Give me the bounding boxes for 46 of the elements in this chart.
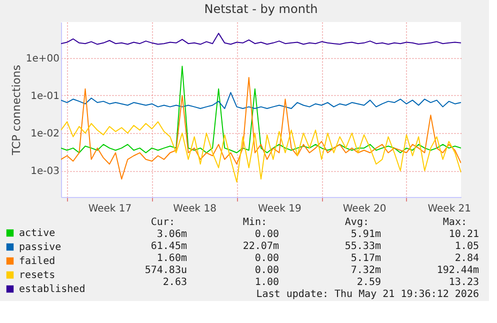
text: Last update: Thu May 21 19:36:12 2026 [256, 289, 479, 300]
line-series [61, 92, 461, 110]
text: 13.23 [448, 277, 479, 288]
text: 1.05 [454, 241, 479, 252]
line-series [61, 77, 461, 180]
text: 1.00 [254, 277, 279, 288]
text: 1.60m [156, 253, 187, 264]
text: 2.84 [454, 253, 479, 264]
line-series [61, 32, 461, 45]
text: 192.44m [436, 265, 479, 276]
legend-label: resets [19, 270, 56, 281]
x-tick-label: Week 20 [342, 204, 386, 214]
legend-label: active [19, 228, 56, 239]
y-axis-title: TCP connections [10, 64, 23, 156]
text: 0.00 [254, 253, 279, 264]
text: 2.59 [356, 277, 381, 288]
x-tick-label: Week 17 [88, 204, 132, 214]
line-series [61, 66, 461, 154]
chart-title: Netstat - by month [204, 2, 318, 16]
y-tick-label: 1e-03 [30, 166, 60, 178]
text: 3.06m [156, 229, 187, 240]
y-tick-label: 1e-02 [30, 128, 60, 140]
line-series [61, 121, 461, 183]
text: Avg: [344, 217, 369, 228]
text: Cur: [150, 217, 175, 228]
text: 5.91m [350, 229, 381, 240]
text: Max: [442, 217, 467, 228]
text: Min: [242, 217, 267, 228]
legend-label: established [19, 284, 86, 295]
text: 7.32m [350, 265, 381, 276]
y-tick-label: 1e+00 [26, 53, 60, 64]
x-tick-label: Week 21 [428, 204, 472, 214]
x-tick-label: Week 18 [173, 204, 216, 214]
legend-label: passive [19, 242, 62, 253]
text: 55.33m [344, 241, 381, 252]
text: 0.00 [254, 229, 279, 240]
text: 22.07m [242, 241, 279, 252]
text: 0.00 [254, 265, 279, 276]
text: 574.83u [144, 265, 187, 276]
x-tick-label: Week 19 [258, 204, 302, 214]
legend-label: failed [19, 256, 56, 267]
y-tick-label: 1e-01 [30, 90, 60, 102]
text: 10.21 [448, 229, 479, 240]
text: 5.17m [350, 253, 381, 264]
text: 61.45m [150, 241, 187, 252]
text: 2.63 [162, 277, 187, 288]
